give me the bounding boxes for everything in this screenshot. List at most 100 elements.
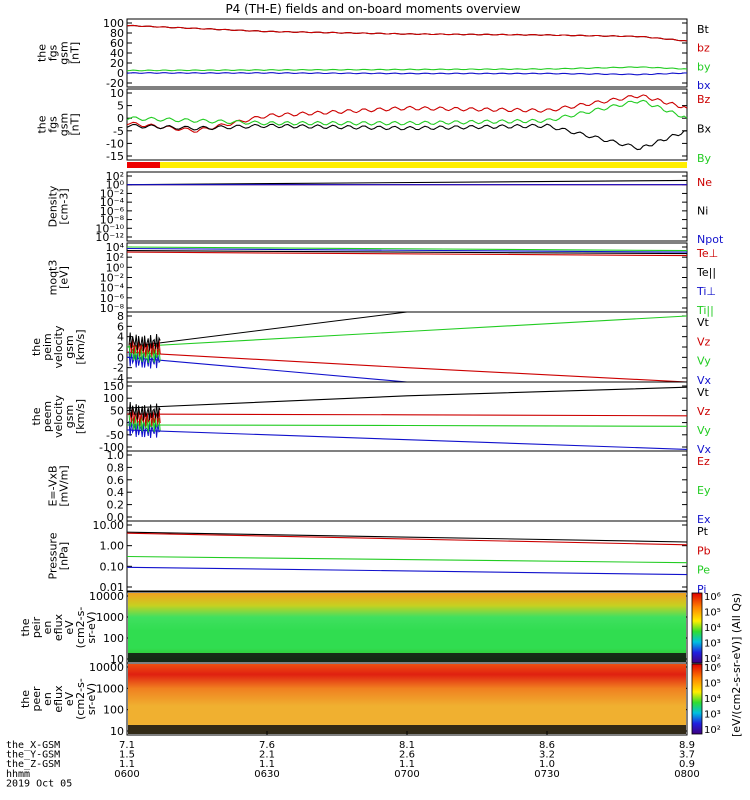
y-tick-label: 0 bbox=[117, 417, 124, 430]
y-tick-label: 100 bbox=[103, 392, 124, 405]
series-density-ni bbox=[126, 179, 688, 186]
y-tick-label: -100 bbox=[99, 441, 124, 454]
legend-entry: Bz bbox=[697, 93, 711, 106]
spectrogram-image bbox=[128, 664, 686, 734]
x-axis-row-label: the_Y-GSM bbox=[6, 750, 60, 761]
x-tick-value: 1.5 bbox=[119, 750, 135, 761]
velocity-burst-trace bbox=[128, 408, 161, 427]
colorbar-label: [eV/(cm2-s-sr-eV)] (All Qs) bbox=[730, 593, 743, 737]
y-tick-label: 10⁻² bbox=[100, 272, 124, 285]
y-tick-label: 10⁰ bbox=[106, 179, 125, 192]
x-axis-row-label: the_Z-GSM bbox=[6, 759, 60, 770]
legend-entry: Bt bbox=[697, 23, 710, 36]
y-axis-label: [nPa] bbox=[58, 542, 71, 570]
y-axis-label: (cm2-s- bbox=[74, 607, 87, 649]
series-the-vt bbox=[126, 386, 688, 409]
y-tick-label: 0.10 bbox=[100, 560, 125, 573]
y-axis-label: sr-eV) bbox=[85, 611, 98, 643]
colorbar-ions bbox=[691, 592, 703, 664]
x-tick-value: 0700 bbox=[394, 769, 419, 780]
series-the-vx bbox=[126, 356, 687, 383]
y-axis-label: the bbox=[36, 44, 49, 62]
mode-bar-fast bbox=[160, 162, 687, 168]
y-tick-label: 0.2 bbox=[107, 499, 125, 512]
series-the-bx bbox=[126, 72, 688, 76]
legend-entry: Pi bbox=[697, 583, 706, 596]
x-tick-value: 0630 bbox=[254, 769, 279, 780]
y-axis-label: Pressure bbox=[47, 532, 60, 579]
y-tick-label: 10.00 bbox=[93, 519, 125, 532]
x-tick-value: 3.7 bbox=[679, 750, 695, 761]
x-tick-value: 0730 bbox=[534, 769, 559, 780]
mode-bar bbox=[127, 162, 687, 168]
series-the-vy bbox=[126, 315, 688, 348]
y-tick-label: 1000 bbox=[96, 682, 124, 695]
colorbar-tick-label: 10⁵ bbox=[704, 679, 721, 690]
legend-entry: Ni bbox=[697, 205, 708, 218]
legend-entry: Ey bbox=[697, 484, 711, 497]
x-axis-row-label: 2019 Oct 05 bbox=[6, 778, 72, 789]
y-tick-label: -2 bbox=[113, 362, 124, 375]
y-axis-label: fgs bbox=[47, 116, 60, 133]
x-tick-value: 1.1 bbox=[399, 759, 415, 770]
y-tick-label: 0 bbox=[117, 112, 124, 125]
legend-entry: Bx bbox=[697, 123, 712, 136]
y-tick-label: 10⁰ bbox=[106, 261, 125, 274]
legend-entry: Vy bbox=[697, 424, 711, 437]
y-axis-label: en bbox=[41, 692, 54, 706]
x-tick-value: 1.0 bbox=[539, 759, 555, 770]
series-pressure-pb bbox=[126, 532, 688, 546]
legend-entry: Te|| bbox=[696, 266, 716, 279]
y-axis-label: moqt3 bbox=[47, 260, 60, 296]
y-axis-label: the bbox=[30, 407, 43, 425]
x-tick-value: 2.6 bbox=[399, 750, 415, 761]
y-tick-label: 60 bbox=[110, 37, 124, 50]
series-the-vy bbox=[126, 424, 688, 427]
y-axis-label: [cm-3] bbox=[58, 188, 71, 224]
y-tick-label: 10 bbox=[110, 725, 124, 738]
x-tick-value: 1.1 bbox=[119, 759, 135, 770]
panel-pressure: 10.00 1.00 0.10 0.01 Pressure[nPa] Pt Pb Pe Pi bbox=[47, 519, 711, 596]
y-tick-label: 10⁻¹² bbox=[95, 231, 124, 244]
y-tick-label: 80 bbox=[110, 27, 124, 40]
panel-frame bbox=[126, 520, 688, 592]
panel-peir-spec: 10000 1000 100 10 thepeirenefluxeV(cm2-s-sr-… bbox=[19, 590, 688, 666]
y-tick-label: 100 bbox=[103, 704, 124, 717]
y-tick-label: 10 bbox=[110, 87, 124, 100]
colorbar-tick-label: 10⁶ bbox=[704, 592, 721, 603]
y-tick-label: -4 bbox=[113, 372, 124, 385]
legend-entry: bx bbox=[697, 79, 711, 92]
y-axis-label: peir bbox=[30, 616, 43, 638]
series-the-vz bbox=[126, 351, 688, 383]
panel-frame bbox=[126, 171, 688, 242]
colorbar-electrons bbox=[691, 663, 703, 735]
y-tick-label: 1.00 bbox=[100, 540, 125, 553]
y-tick-label: 10000 bbox=[89, 590, 124, 603]
y-tick-label: 10 bbox=[110, 653, 124, 666]
x-tick-value: 1.1 bbox=[259, 759, 275, 770]
y-tick-label: 150 bbox=[103, 380, 124, 393]
y-axis-label: [mV/m] bbox=[58, 465, 71, 506]
y-axis-label: the bbox=[19, 690, 32, 708]
velocity-burst-trace bbox=[128, 401, 161, 421]
series-pressure-pe bbox=[126, 555, 688, 564]
y-tick-label: -5 bbox=[113, 125, 124, 138]
colorbar-tick-label: 10⁴ bbox=[704, 623, 721, 634]
series-the-bz bbox=[126, 24, 688, 42]
legend-entry: Ne bbox=[697, 176, 712, 189]
y-tick-label: 10⁻⁸ bbox=[100, 214, 125, 227]
y-tick-label: 100 bbox=[103, 17, 124, 30]
y-tick-label: 0.8 bbox=[107, 461, 125, 474]
y-tick-label: -15 bbox=[106, 150, 124, 163]
y-tick-label: 100 bbox=[103, 632, 124, 645]
series-moqt3-ti bbox=[126, 246, 688, 252]
y-tick-label: 10⁴ bbox=[106, 241, 125, 254]
series-moqt3-te bbox=[126, 250, 688, 255]
y-tick-label: 1.0 bbox=[107, 449, 125, 462]
y-axis-label: peem bbox=[41, 401, 54, 432]
legend-entry: Vx bbox=[697, 443, 712, 456]
